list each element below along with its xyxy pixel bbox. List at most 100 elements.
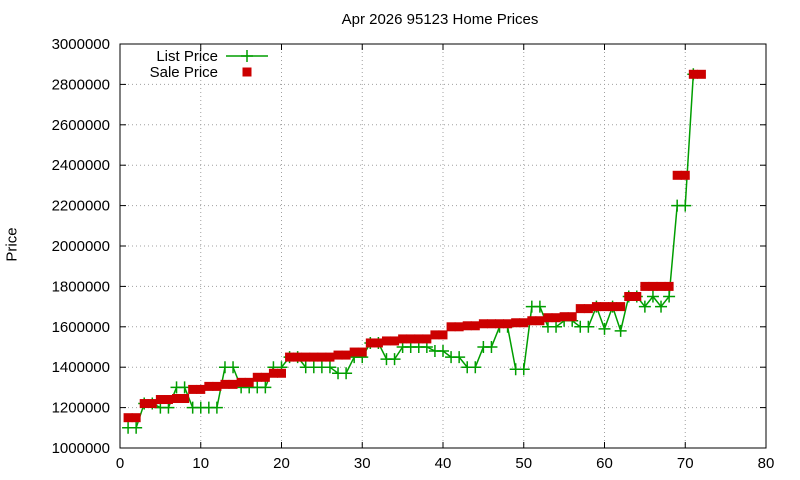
series-layer	[122, 68, 706, 434]
y-tick-label: 2400000	[52, 157, 110, 174]
y-tick-label: 2200000	[52, 198, 110, 215]
data-point	[381, 336, 391, 346]
data-point	[340, 367, 353, 380]
data-point	[172, 394, 182, 404]
data-point	[180, 394, 190, 404]
data-point	[293, 352, 303, 362]
data-point	[325, 352, 335, 362]
data-point	[503, 319, 513, 329]
data-point	[414, 334, 424, 344]
data-point	[430, 330, 440, 340]
data-point	[567, 312, 577, 322]
y-tick-label: 1600000	[52, 319, 110, 336]
data-point	[535, 316, 545, 326]
data-point	[533, 300, 546, 313]
data-point	[478, 319, 488, 329]
data-point	[163, 395, 173, 405]
data-point	[204, 381, 214, 391]
data-point	[438, 330, 448, 340]
data-point	[252, 372, 262, 382]
data-point	[656, 281, 666, 291]
data-point	[155, 395, 165, 405]
data-point	[446, 322, 456, 332]
data-point	[188, 384, 198, 394]
series-sale-price	[123, 69, 706, 423]
data-point	[212, 381, 222, 391]
data-point	[130, 421, 143, 434]
data-point	[614, 324, 627, 337]
y-tick-label: 1800000	[52, 278, 110, 295]
data-point	[236, 377, 246, 387]
y-tick-label: 2600000	[52, 117, 110, 134]
data-point	[147, 399, 157, 409]
x-tick-label: 0	[116, 455, 124, 472]
data-point	[517, 363, 530, 376]
legend-label: List Price	[156, 48, 218, 65]
data-point	[616, 302, 626, 312]
data-point	[648, 281, 658, 291]
data-point	[323, 361, 336, 374]
data-point	[527, 316, 537, 326]
data-point	[260, 372, 270, 382]
data-point	[259, 381, 272, 394]
data-point	[664, 281, 674, 291]
data-point	[139, 399, 149, 409]
data-point	[583, 304, 593, 314]
x-tick-label: 70	[677, 455, 694, 472]
data-point	[277, 368, 286, 378]
data-point	[672, 170, 682, 180]
data-point	[244, 377, 254, 387]
data-point	[220, 379, 230, 389]
y-tick-label: 2000000	[52, 238, 110, 255]
data-point	[511, 318, 521, 328]
data-point	[388, 353, 401, 366]
data-point	[624, 292, 634, 301]
data-point	[123, 413, 133, 423]
y-tick-label: 1000000	[52, 440, 110, 457]
data-point	[485, 341, 498, 353]
data-point	[608, 302, 618, 312]
data-point	[390, 336, 400, 346]
data-point	[550, 320, 563, 333]
data-point	[349, 347, 359, 357]
data-point	[131, 413, 141, 423]
data-point	[373, 338, 383, 348]
series-line	[128, 74, 695, 429]
data-point	[333, 350, 343, 360]
data-point	[357, 347, 367, 357]
data-point	[688, 69, 698, 79]
legend-marker	[242, 67, 252, 77]
data-point	[679, 199, 692, 212]
legend-label: Sale Price	[150, 64, 218, 81]
data-point	[227, 361, 240, 374]
data-point	[551, 313, 561, 323]
x-tick-label: 50	[515, 455, 532, 472]
data-point	[406, 334, 416, 344]
x-tick-label: 80	[758, 455, 775, 472]
data-point	[519, 318, 529, 328]
x-tick-label: 40	[435, 455, 452, 472]
data-point	[495, 319, 505, 329]
data-point	[486, 319, 496, 329]
data-point	[638, 300, 651, 313]
chart-title: Apr 2026 95123 Home Prices	[341, 11, 539, 28]
grid-layer	[120, 44, 766, 448]
data-point	[228, 379, 238, 389]
data-point	[600, 302, 609, 312]
data-point	[317, 352, 327, 362]
data-point	[640, 281, 650, 291]
y-tick-label: 2800000	[52, 76, 110, 93]
data-point	[422, 334, 432, 344]
data-point	[663, 290, 676, 303]
data-point	[582, 320, 595, 333]
y-tick-label: 3000000	[52, 36, 110, 53]
data-point	[646, 290, 659, 303]
data-point	[365, 338, 375, 348]
data-point	[268, 368, 278, 378]
data-point	[655, 300, 668, 313]
x-tick-label: 30	[354, 455, 371, 472]
data-point	[462, 321, 472, 331]
data-point	[591, 302, 601, 312]
